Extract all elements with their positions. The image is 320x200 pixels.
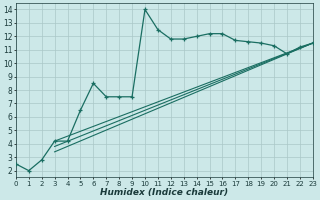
X-axis label: Humidex (Indice chaleur): Humidex (Indice chaleur) [100,188,228,197]
